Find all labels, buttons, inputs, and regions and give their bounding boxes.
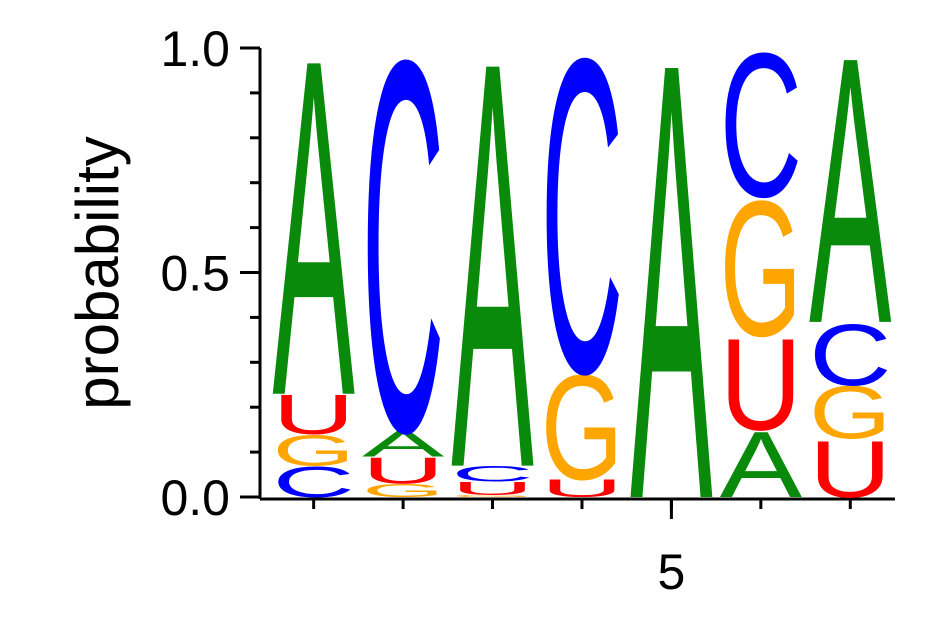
logo-letter: C [541, 0, 623, 467]
logo-letter: A [630, 0, 713, 617]
letter-group: C [273, 458, 355, 507]
logo-letter: C [362, 0, 444, 542]
letter-group: C [451, 462, 533, 486]
logo-letter: U [720, 312, 802, 458]
logo-letter: C [809, 306, 891, 404]
letter-group: A [720, 412, 803, 517]
letter-group: C [809, 306, 891, 404]
letter-group: U [720, 312, 802, 458]
letter-group: A [362, 423, 445, 465]
letter-group: G [809, 371, 891, 455]
letter-group: G [541, 344, 623, 511]
letter-group: C [362, 0, 444, 542]
logo-letter: A [273, 0, 356, 496]
logo-letter: G [720, 161, 802, 377]
letter-group: G [720, 161, 802, 377]
letter-group: U [362, 450, 444, 492]
logo-letter: U [273, 384, 355, 446]
y-tick-label: 0.5 [160, 246, 230, 302]
letter-group: C [541, 0, 623, 467]
logo-letter: C [273, 458, 355, 507]
logo-letter: A [362, 423, 445, 465]
x-tick-label: 5 [658, 544, 686, 600]
letter-group: U [451, 478, 533, 499]
letter-group: A [273, 0, 356, 496]
y-axis-label: probability [64, 136, 131, 410]
logo-letter: A [809, 0, 892, 403]
logo-letter: U [362, 450, 444, 492]
letter-group: G [273, 427, 355, 476]
logo-letter: U [809, 425, 891, 515]
logo-letter: U [451, 478, 533, 499]
logo-letter: C [451, 462, 533, 486]
letter-group: A [809, 0, 892, 403]
logo-letter: G [451, 494, 533, 497]
y-tick-label: 1.0 [160, 21, 230, 77]
letter-group: C [720, 12, 802, 241]
letter-group: A [451, 0, 534, 590]
letter-group: U [273, 384, 355, 446]
logo-letter: G [541, 344, 623, 511]
letter-group: U [541, 475, 623, 503]
logo-letter: C [720, 12, 802, 241]
logo-letter: G [809, 371, 891, 455]
letter-group: G [362, 480, 444, 501]
letter-group: G [451, 494, 533, 497]
logo-letter: A [451, 0, 534, 590]
letter-group: A [630, 0, 713, 617]
y-tick-label: 0.0 [160, 470, 230, 526]
logo-letter: A [720, 412, 803, 517]
logo-letter: G [362, 480, 444, 501]
logo-letter: U [541, 475, 623, 503]
logo-letter: G [273, 427, 355, 476]
letter-group: U [809, 425, 891, 515]
